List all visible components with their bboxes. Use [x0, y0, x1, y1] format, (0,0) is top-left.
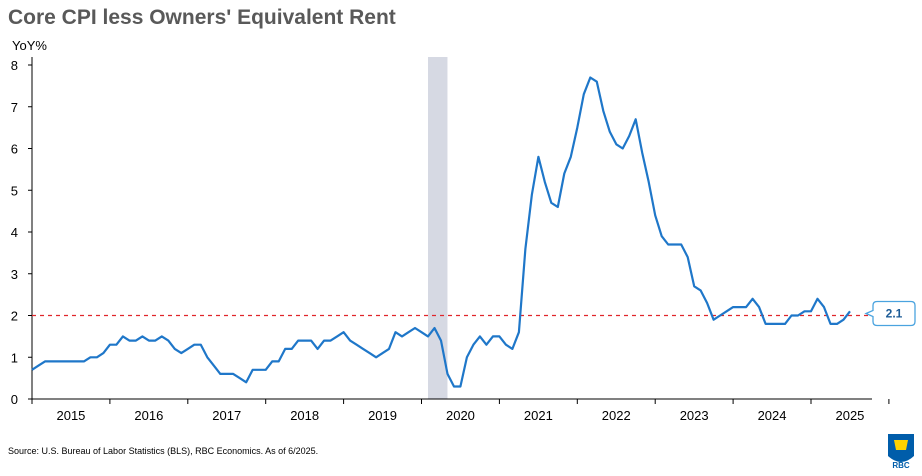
x-tick-label: 2021: [524, 408, 553, 423]
rbc-logo: RBC: [888, 434, 914, 470]
x-tick-label: 2018: [290, 408, 319, 423]
x-tick-label: 2023: [680, 408, 709, 423]
source-note: Source: U.S. Bureau of Labor Statistics …: [8, 446, 319, 456]
recession-shading: [427, 57, 448, 399]
x-tick-label: 2024: [758, 408, 787, 423]
x-tick-label: 2017: [212, 408, 241, 423]
y-tick-label: 0: [11, 392, 18, 407]
x-tick-label: 2025: [835, 408, 864, 423]
y-tick-label: 4: [11, 225, 18, 240]
y-tick-label: 5: [11, 183, 18, 198]
y-tick-label: 2: [11, 309, 18, 324]
x-tick-label: 2019: [368, 408, 397, 423]
rbc-logo-text: RBC: [892, 461, 910, 470]
callout-value-label: 2.1: [886, 307, 903, 321]
chart-title: Core CPI less Owners' Equivalent Rent: [8, 6, 396, 29]
latest-value-callout: 2.1: [864, 300, 916, 327]
x-tick-label: 2020: [446, 408, 475, 423]
x-tick-label: 2016: [134, 408, 163, 423]
y-tick-label: 6: [11, 142, 18, 157]
callout-box: [864, 300, 916, 327]
y-tick-label: 1: [11, 350, 18, 365]
x-tick-label: 2022: [602, 408, 631, 423]
x-tick-label: 2015: [56, 408, 85, 423]
series-line: [31, 76, 851, 388]
y-axis-label: YoY%: [12, 38, 47, 53]
y-tick-label: 7: [11, 100, 18, 115]
y-tick-label: 8: [11, 58, 18, 73]
y-tick-label: 3: [11, 267, 18, 282]
